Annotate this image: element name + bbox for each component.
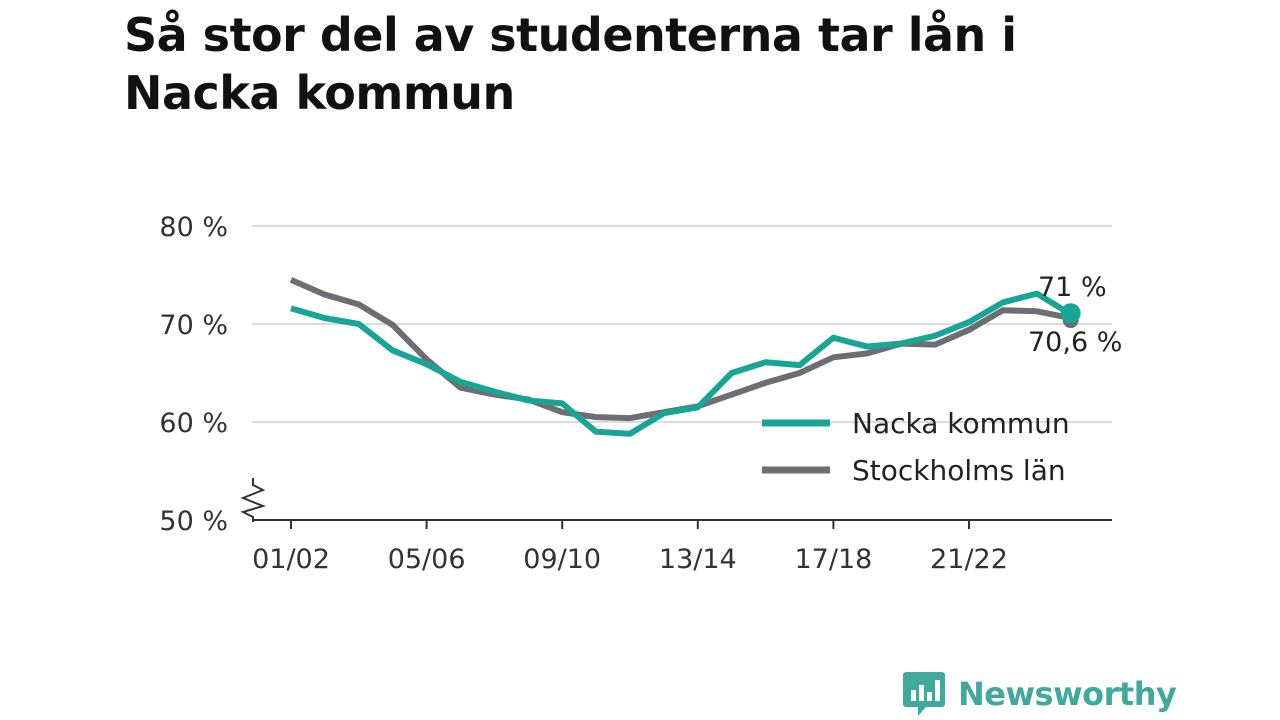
y-tick-label: 80 % xyxy=(159,212,228,243)
x-tick-label: 05/06 xyxy=(388,544,466,575)
y-tick-label: 70 % xyxy=(159,310,228,341)
axis-break-zigzag xyxy=(240,478,267,522)
x-tick-label: 21/22 xyxy=(930,544,1008,575)
x-axis xyxy=(252,519,1112,529)
x-axis-tick-labels: 01/02 05/06 09/10 13/14 17/18 21/22 xyxy=(252,544,1008,575)
y-tick-label: 60 % xyxy=(159,408,228,439)
end-labels: 71 % 70,6 % xyxy=(1028,272,1122,358)
legend: Nacka kommun Stockholms län xyxy=(762,407,1070,487)
x-tick-label: 17/18 xyxy=(794,544,872,575)
chart-title: Så stor del av studenterna tar lån i Nac… xyxy=(124,8,1017,120)
newsworthy-logo: Newsworthy xyxy=(902,670,1177,718)
y-axis-tick-labels: 50 % 60 % 70 % 80 % xyxy=(159,212,228,537)
x-tick-label: 09/10 xyxy=(523,544,601,575)
end-point-nacka xyxy=(1060,303,1081,324)
newsworthy-logo-icon xyxy=(903,672,945,716)
x-tick-label: 13/14 xyxy=(659,544,737,575)
end-label-stockholm: 70,6 % xyxy=(1028,327,1122,358)
x-tick-label: 01/02 xyxy=(252,544,330,575)
end-label-nacka: 71 % xyxy=(1038,272,1107,303)
axis-break-icon xyxy=(240,478,267,522)
y-tick-label: 50 % xyxy=(159,506,228,537)
series-line-nacka xyxy=(290,290,1073,437)
legend-label-stockholm: Stockholms län xyxy=(852,454,1066,487)
series-line-stockholm xyxy=(289,277,1072,422)
logo-text: Newsworthy xyxy=(958,675,1177,713)
series-lines xyxy=(289,277,1073,437)
legend-label-nacka: Nacka kommun xyxy=(852,407,1070,440)
